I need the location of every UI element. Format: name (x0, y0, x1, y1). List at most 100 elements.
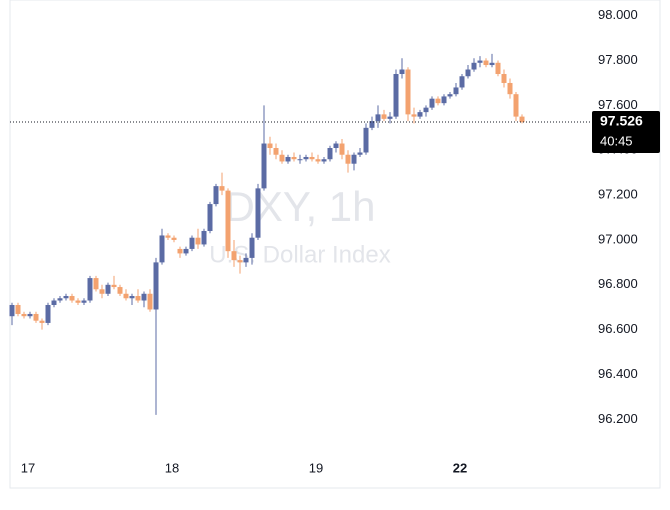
candle-body (465, 69, 471, 77)
candle-body (183, 248, 189, 254)
candle-body (75, 300, 81, 303)
candle-body (285, 156, 291, 162)
candle-body (69, 296, 75, 301)
candle-body (393, 74, 399, 117)
candle-body (105, 284, 111, 294)
x-tick-label: 19 (309, 460, 323, 475)
candle-body (441, 96, 447, 104)
candle-body (483, 60, 489, 66)
candle-body (87, 278, 93, 301)
candle-body (159, 235, 165, 263)
candle-body (237, 260, 243, 263)
candle-body (231, 251, 237, 261)
y-tick-label: 97.000 (598, 231, 638, 246)
candle-body (507, 82, 513, 95)
candle-body (21, 313, 27, 317)
candle-body (267, 143, 273, 149)
candle-body (171, 237, 177, 240)
x-tick-label: 22 (453, 460, 467, 475)
candle-body (9, 304, 15, 317)
candle-body (369, 121, 375, 128)
candle-body (357, 152, 363, 155)
candle-body (477, 60, 483, 63)
candle-body (135, 296, 141, 301)
candle-body (99, 289, 105, 294)
watermark-title: DXY, 1h (225, 183, 376, 230)
candle-body (255, 188, 261, 238)
candle-body (117, 287, 123, 294)
candle-body (321, 159, 327, 162)
candle-body (375, 114, 381, 122)
candle-body (147, 293, 153, 310)
candle-body (417, 112, 423, 117)
candle-body (249, 237, 255, 258)
candle-body (39, 320, 45, 323)
candle-body (351, 154, 357, 164)
x-tick-label: 18 (165, 460, 179, 475)
candle-body (273, 148, 279, 155)
candle-body (333, 143, 339, 149)
candle-body (189, 237, 195, 249)
last-price-box (592, 110, 660, 153)
candle-body (399, 69, 405, 75)
x-tick-label: 17 (21, 460, 35, 475)
candle-body (123, 293, 129, 299)
candle-body (315, 159, 321, 162)
candle-body (297, 159, 303, 161)
candle-body (327, 148, 333, 160)
candle-body (429, 98, 435, 108)
candle-body (111, 284, 117, 288)
candle-body (165, 235, 171, 238)
candle-body (489, 62, 495, 66)
y-tick-label: 96.200 (598, 411, 638, 426)
candle-body (345, 154, 351, 164)
countdown-label: 40:45 (600, 133, 633, 148)
candle-body (33, 313, 39, 321)
candle-body (219, 186, 225, 191)
candle-body (15, 304, 21, 314)
y-tick-label: 98.000 (598, 7, 638, 22)
candle-body (291, 156, 297, 160)
candle-body (423, 107, 429, 113)
candle-body (207, 204, 213, 231)
candle-body (93, 278, 99, 290)
candle-body (303, 156, 309, 160)
last-price-label: 97.526 (600, 113, 643, 129)
candle-body (63, 296, 69, 299)
candle-body (453, 87, 459, 95)
candle-body (177, 248, 183, 254)
candle-body (411, 114, 417, 117)
candle-body (405, 69, 411, 115)
candle-body (129, 296, 135, 299)
candle-body (381, 114, 387, 119)
candle-body (459, 76, 465, 88)
candle-body (141, 293, 147, 301)
y-tick-label: 97.600 (598, 97, 638, 112)
candle-body (51, 300, 57, 305)
y-tick-label: 96.400 (598, 366, 638, 381)
candle-body (513, 94, 519, 117)
candle-body (261, 143, 267, 189)
y-tick-label: 96.600 (598, 321, 638, 336)
candle-body (45, 304, 51, 323)
candle-body (213, 186, 219, 205)
candle-body (339, 143, 345, 155)
candle-body (27, 313, 33, 317)
candle-body (153, 262, 159, 310)
candle-body (195, 237, 201, 245)
candle-body (501, 74, 507, 83)
candle-body (225, 190, 231, 252)
y-tick-label: 96.800 (598, 276, 638, 291)
candle-body (309, 156, 315, 160)
candle-body (243, 257, 249, 263)
candle-body (57, 298, 63, 301)
chart-frame (9, 0, 661, 489)
candle-body (447, 94, 453, 97)
y-tick-label: 97.200 (598, 187, 638, 202)
y-tick-label: 97.800 (598, 52, 638, 67)
watermark-subtitle: U.S. Dollar Index (209, 241, 390, 268)
candle-body (495, 62, 501, 75)
candle-body (519, 116, 525, 122)
candle-body (363, 127, 369, 153)
